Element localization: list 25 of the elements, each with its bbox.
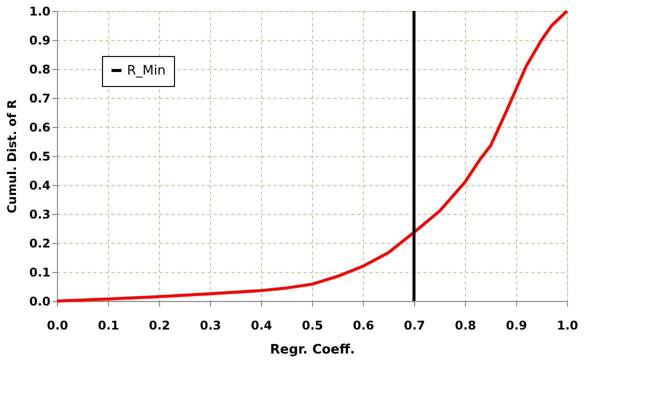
x-tick-label: 0.8 xyxy=(454,318,476,332)
x-tick-label: 0.6 xyxy=(352,318,374,332)
y-tick-label: 0.1 xyxy=(29,266,50,280)
y-tick-label: 0.5 xyxy=(29,150,50,164)
y-tick-label: 0.9 xyxy=(29,34,50,48)
x-tick-label: 0.1 xyxy=(98,318,120,332)
x-tick-label: 0.9 xyxy=(506,318,528,332)
y-tick-label: 0.2 xyxy=(29,236,50,250)
legend-label: R_Min xyxy=(127,64,166,78)
x-tick-label: 0.4 xyxy=(250,318,272,332)
y-tick-label: 0.0 xyxy=(29,294,50,308)
y-tick-label: 1.0 xyxy=(29,4,50,18)
x-tick-label: 0.2 xyxy=(148,318,170,332)
x-tick-label: 0.5 xyxy=(302,318,324,332)
y-tick-label: 0.3 xyxy=(29,208,50,222)
x-tick-label: 1.0 xyxy=(556,318,578,332)
x-tick-label: 0.7 xyxy=(404,318,426,332)
y-tick-label: 0.8 xyxy=(29,62,50,76)
x-tick-label: 0.3 xyxy=(200,318,222,332)
y-tick-label: 0.4 xyxy=(29,178,50,192)
y-tick-label: 0.7 xyxy=(29,92,50,106)
x-axis-title: Regr. Coeff. xyxy=(270,342,355,358)
x-tick-label: 0.0 xyxy=(46,318,68,332)
y-axis-title: Cumul. Dist. of R xyxy=(5,100,20,214)
y-tick-label: 0.6 xyxy=(29,120,50,134)
